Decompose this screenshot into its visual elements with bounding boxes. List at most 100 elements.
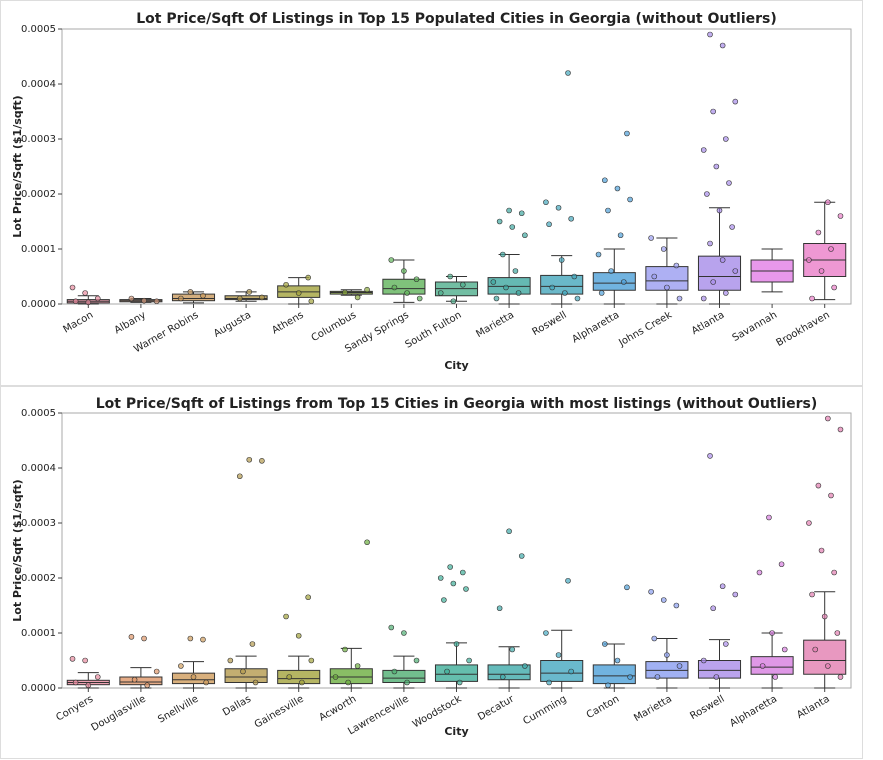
y-axis-label: Lot Price/Sqft ($1/sqft): [11, 95, 24, 237]
point: [249, 641, 256, 647]
point: [187, 635, 194, 642]
point: [806, 257, 812, 263]
point: [555, 204, 562, 211]
box: [434, 664, 479, 682]
point: [141, 297, 147, 304]
point: [227, 657, 234, 664]
point: [200, 292, 206, 299]
point: [522, 663, 528, 669]
point: [574, 295, 581, 302]
x-tick-label: Cumming: [521, 694, 568, 728]
point: [555, 652, 562, 658]
box: [277, 669, 321, 685]
point: [704, 191, 710, 197]
point: [723, 641, 729, 647]
point: [673, 262, 680, 269]
point: [676, 295, 683, 302]
point: [391, 284, 398, 291]
point: [447, 564, 453, 570]
y-tick-label: 0.0001: [21, 244, 56, 255]
y-tick-label: 0.0003: [21, 134, 56, 145]
point: [509, 646, 516, 653]
point: [308, 657, 315, 664]
point: [831, 569, 837, 576]
point: [496, 218, 503, 225]
point: [342, 289, 348, 296]
point: [723, 290, 729, 296]
box: [119, 676, 163, 686]
point: [624, 584, 630, 591]
x-tick-label: Athens: [270, 310, 305, 337]
y-tick-label: 0.0005: [21, 408, 56, 419]
point: [565, 577, 571, 584]
point: [460, 569, 466, 576]
point: [729, 224, 735, 230]
y-tick-label: 0.0000: [21, 683, 56, 694]
point: [608, 268, 614, 274]
point: [781, 646, 788, 653]
point: [828, 246, 834, 252]
box: [487, 664, 531, 681]
point: [463, 586, 469, 592]
point: [664, 284, 670, 291]
point: [388, 624, 395, 631]
point: [627, 196, 633, 203]
point: [178, 295, 184, 302]
point: [818, 268, 825, 274]
point: [624, 130, 630, 137]
x-tick-label: Albany: [113, 310, 148, 337]
point: [837, 674, 844, 680]
point: [413, 657, 420, 664]
x-tick-label: Atlanta: [690, 310, 727, 337]
point: [506, 207, 512, 214]
point: [726, 180, 732, 186]
point: [723, 136, 729, 142]
point: [518, 553, 525, 559]
point: [364, 286, 370, 293]
panel-border: [0, 0, 863, 386]
box: [645, 661, 689, 679]
x-tick-label: Decatur: [476, 693, 517, 723]
point: [85, 682, 92, 689]
point: [719, 257, 726, 263]
point: [490, 279, 497, 285]
box: [487, 277, 531, 295]
point: [707, 453, 713, 459]
point: [707, 240, 713, 247]
point: [94, 674, 101, 680]
chart-title: Lot Price/Sqft Of Listings in Top 15 Pop…: [136, 11, 777, 27]
box: [803, 639, 847, 675]
x-tick-label: Macon: [61, 310, 95, 336]
point: [565, 70, 571, 76]
point: [831, 284, 837, 291]
point: [187, 289, 194, 295]
y-tick-label: 0.0000: [21, 299, 56, 310]
point: [364, 539, 370, 546]
y-tick-label: 0.0004: [21, 79, 56, 90]
x-tick-label: Snellville: [156, 694, 200, 726]
point: [700, 657, 707, 664]
point: [259, 458, 265, 464]
point: [766, 514, 772, 521]
point: [660, 246, 667, 252]
box: [171, 293, 216, 302]
point: [549, 284, 556, 291]
point: [602, 177, 608, 184]
y-tick-label: 0.0003: [21, 518, 56, 529]
box: [697, 660, 742, 679]
point: [332, 674, 339, 680]
point: [456, 679, 463, 686]
point: [809, 591, 815, 598]
point: [295, 632, 302, 639]
x-tick-label: Atlanta: [795, 694, 832, 721]
point: [732, 268, 739, 274]
x-tick-label: Roswell: [531, 310, 569, 338]
point: [707, 31, 713, 38]
point: [388, 257, 395, 263]
box: [750, 656, 794, 675]
point: [648, 588, 654, 595]
x-tick-label: Canton: [585, 694, 622, 721]
point: [466, 657, 472, 664]
x-tick-label: Johns Creek: [616, 310, 674, 350]
box: [224, 295, 268, 301]
